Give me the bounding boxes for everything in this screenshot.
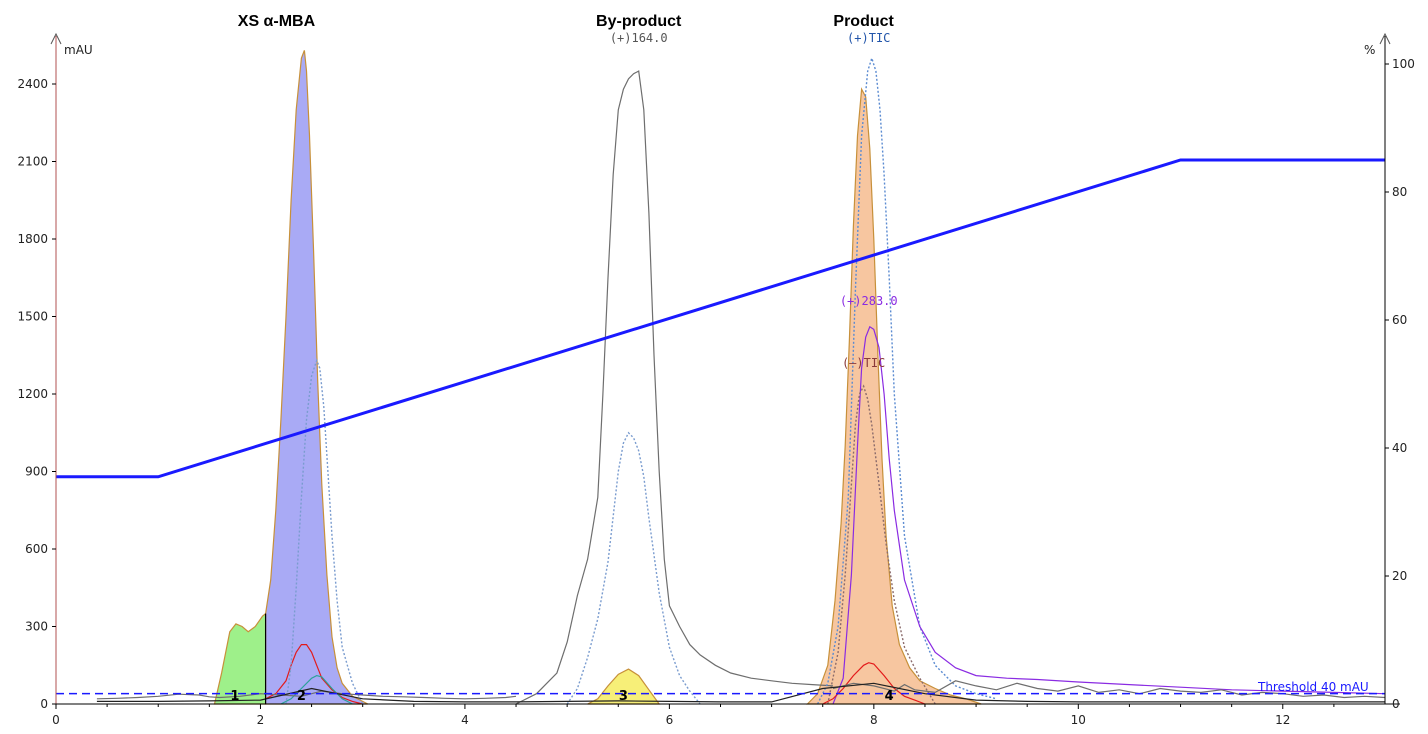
- peak-number: 3: [619, 689, 628, 704]
- y-left-tick-label: 600: [25, 542, 48, 556]
- y-right-tick-label: 40: [1392, 441, 1407, 455]
- axes: 0 2 4 6 8 10 120300600900120015001800210024000…: [17, 32, 1415, 727]
- trace-5: [566, 431, 701, 705]
- trace-7: [832, 325, 1386, 705]
- trace-12: [285, 358, 364, 705]
- y-right-tick-label: 100: [1392, 57, 1415, 71]
- x-tick-label: 10: [1071, 713, 1086, 727]
- x-tick-label: 4: [461, 713, 469, 727]
- trace-label: (+)TIC: [847, 31, 890, 45]
- peak-header: XS α-MBA: [238, 13, 316, 30]
- trace-15: [96, 682, 1385, 703]
- trace-13: [96, 690, 517, 700]
- y-left-tick-label: 1500: [17, 310, 48, 324]
- y-right-axis-label: %: [1364, 43, 1375, 57]
- peak-number: 1: [230, 689, 239, 704]
- x-tick-label: 12: [1275, 713, 1290, 727]
- gradient-line: [56, 158, 1385, 479]
- y-right-tick-label: 80: [1392, 185, 1407, 199]
- trace-4: [515, 70, 834, 705]
- peak-area-0: [213, 612, 267, 705]
- y-right-tick-label: 20: [1392, 569, 1407, 583]
- y-left-tick-label: 1200: [17, 387, 48, 401]
- threshold-label: Threshold 40 mAU: [1257, 680, 1369, 694]
- peak-area-2: [587, 668, 661, 705]
- peak-header: By-product: [596, 13, 682, 30]
- y-left-axis-arrow: [50, 32, 62, 45]
- peak-number: 4: [885, 689, 894, 704]
- peak-fills: [213, 50, 982, 705]
- y-left-tick-label: 0: [40, 697, 48, 711]
- y-right-axis-arrow: [1379, 32, 1391, 45]
- x-tick-label: 8: [870, 713, 878, 727]
- trace-label: (+)164.0: [610, 31, 668, 45]
- peak-area-1: [265, 50, 369, 705]
- peak-number: 2: [297, 689, 306, 704]
- trace-9: [265, 644, 363, 705]
- trace-14: [832, 680, 1386, 699]
- trace-label: (+)283.0: [840, 294, 898, 308]
- annotations: XS α-MBA By-product Product (+)164.0 (+)TIC (…: [230, 13, 897, 704]
- trace-10: [822, 662, 926, 705]
- peak-area-3: [805, 87, 982, 705]
- y-left-tick-label: 2400: [17, 77, 48, 91]
- x-tick-label: 6: [666, 713, 674, 727]
- y-left-tick-label: 2100: [17, 155, 48, 169]
- y-right-tick-label: 60: [1392, 313, 1407, 327]
- y-left-tick-label: 1800: [17, 232, 48, 246]
- y-left-tick-label: 900: [25, 465, 48, 479]
- trace-lines: [96, 55, 1386, 705]
- y-left-tick-label: 300: [25, 620, 48, 634]
- gradient-trace: [56, 158, 1385, 479]
- x-tick-label: 2: [257, 713, 265, 727]
- y-left-axis-label: mAU: [64, 43, 93, 57]
- x-tick-label: 0: [52, 713, 60, 727]
- y-right-tick-label: 0: [1392, 697, 1400, 711]
- peak-header: Product: [833, 13, 894, 30]
- trace-label: (–)TIC: [842, 356, 885, 370]
- trace-8: [827, 384, 936, 705]
